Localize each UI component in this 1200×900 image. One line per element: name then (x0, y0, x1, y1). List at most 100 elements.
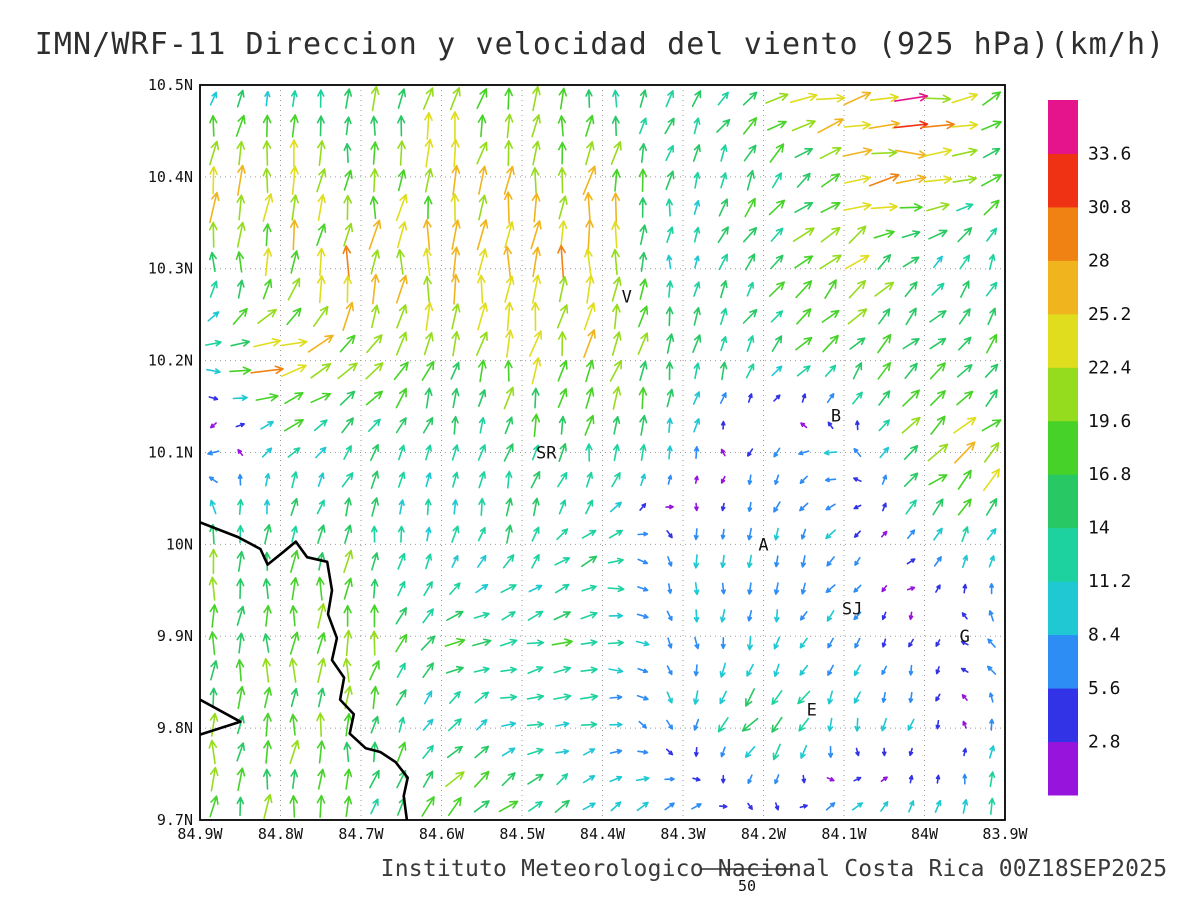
wind-arrow (316, 712, 325, 737)
wind-arrow (370, 798, 379, 815)
wind-arrow (718, 253, 728, 271)
wind-arrow (501, 772, 516, 787)
wind-arrow (902, 256, 920, 268)
wind-arrow (556, 773, 569, 786)
wind-arrow (825, 802, 836, 811)
wind-arrow (284, 419, 304, 432)
wind-arrow (584, 192, 593, 223)
wind-arrow (881, 474, 888, 485)
wind-arrow (666, 226, 674, 243)
wind-arrow (477, 526, 486, 542)
wind-arrow (770, 227, 784, 242)
wind-arrow (799, 611, 808, 621)
wind-arrow (881, 611, 887, 621)
wind-arrow (396, 662, 406, 678)
wind-arrow (880, 776, 888, 782)
wind-arrow (962, 583, 968, 594)
wind-arrow (209, 687, 218, 708)
wind-arrow (476, 219, 489, 251)
wind-arrow (720, 746, 726, 758)
wind-arrow (720, 609, 726, 623)
wind-arrow (847, 308, 868, 325)
wind-arrow (287, 447, 301, 458)
wind-arrow (868, 120, 901, 130)
wind-arrow (370, 168, 379, 193)
wind-arrow (446, 745, 463, 759)
wind-arrow (585, 218, 594, 251)
station-label: SJ (842, 600, 862, 620)
wind-arrow (878, 308, 891, 325)
wind-arrow (263, 712, 272, 737)
wind-arrow (236, 605, 246, 626)
wind-arrow (843, 202, 872, 211)
wind-arrow (558, 443, 567, 462)
wind-arrow (767, 120, 787, 131)
wind-arrow (477, 248, 488, 276)
wind-arrow (665, 145, 674, 162)
wind-arrow (639, 251, 648, 272)
wind-arrow (503, 443, 514, 462)
wind-arrow (984, 363, 999, 378)
wind-arrow (503, 165, 515, 195)
wind-arrow (236, 632, 245, 654)
wind-arrow (906, 558, 916, 565)
wind-arrow (610, 801, 622, 812)
wind-arrow (720, 336, 728, 352)
wind-arrow (935, 774, 941, 784)
wind-arrow (639, 117, 647, 135)
wind-arrow (397, 115, 406, 137)
wind-arrow (393, 361, 409, 381)
wind-arrow (236, 89, 245, 108)
wind-arrow (800, 582, 806, 595)
wind-arrow (610, 141, 622, 165)
station-label: B (831, 407, 841, 427)
wind-arrow (264, 499, 271, 515)
wind-arrow (746, 635, 753, 651)
wind-arrow (719, 392, 727, 404)
wind-arrow (747, 527, 753, 541)
wind-arrow (986, 333, 998, 354)
wind-arrow (583, 329, 596, 358)
wind-arrow (501, 721, 517, 728)
wind-arrow (611, 115, 620, 136)
wind-arrow (895, 174, 927, 184)
wind-arrow (236, 524, 244, 544)
wind-arrow (558, 87, 567, 110)
wind-arrow (824, 364, 837, 377)
wind-arrow (720, 144, 728, 162)
wind-arrow (370, 741, 379, 763)
y-tick-label: 10.3N (148, 260, 193, 278)
wind-arrow (747, 582, 753, 595)
wind-arrow (556, 304, 569, 329)
wind-arrow (771, 690, 783, 705)
wind-arrow (607, 557, 624, 565)
wind-arrow (824, 477, 837, 483)
wind-arrow (720, 502, 726, 512)
wind-arrow (209, 604, 219, 628)
wind-arrow (720, 420, 726, 430)
wind-arrow (504, 301, 514, 332)
wind-arrow (451, 415, 459, 435)
wind-arrow (263, 686, 272, 709)
wind-arrow (985, 281, 998, 297)
wind-arrow (855, 747, 860, 757)
wind-arrow (868, 173, 900, 187)
wind-arrow (792, 227, 815, 242)
wind-arrow (526, 721, 544, 728)
wind-arrow (209, 795, 219, 818)
wind-arrow (253, 338, 281, 348)
wind-arrow (396, 249, 405, 275)
wind-arrow (908, 800, 915, 813)
wind-arrow (935, 719, 941, 730)
x-tick-label: 84.2W (741, 825, 787, 843)
wind-arrow (230, 339, 251, 347)
wind-arrow (236, 221, 246, 248)
wind-arrow (445, 665, 464, 674)
wind-arrow (527, 747, 544, 756)
wind-arrow (505, 497, 513, 517)
wind-arrow (557, 472, 568, 488)
wind-arrow (774, 555, 780, 568)
wind-arrow (717, 91, 729, 106)
wind-arrow (503, 245, 512, 279)
colorbar-segment (1048, 581, 1078, 636)
